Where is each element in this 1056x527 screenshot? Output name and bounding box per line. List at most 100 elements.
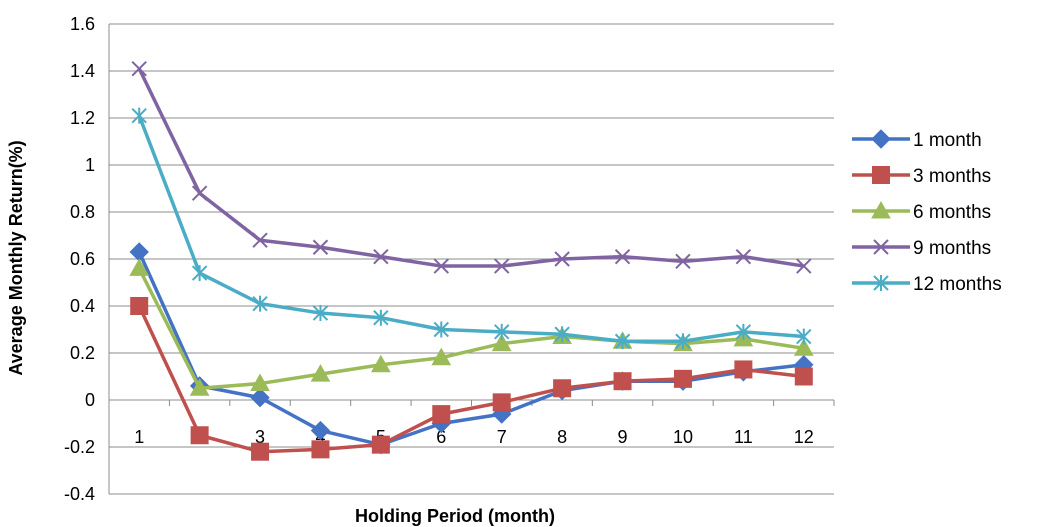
series-group [129,60,814,461]
series-3-months [130,297,813,461]
x-stroke [373,248,389,265]
data-point-square [794,367,813,386]
series-line [137,251,804,447]
legend-label: 3 months [913,166,991,187]
data-point-x [131,60,147,77]
y-tick-label: 0.2 [70,343,95,363]
x-tick-label: 1 [134,427,144,447]
y-tick-label: 0.4 [70,296,95,316]
y-tick-label: 1.6 [70,14,95,34]
data-point-triangle [491,333,512,352]
x-stroke [873,239,889,255]
data-point-square [251,442,270,461]
series-9-months [131,60,812,274]
legend-label: 9 months [913,238,991,259]
data-point-diamond [871,129,891,149]
x-stroke [735,248,752,265]
data-point-triangle [871,200,891,219]
data-point-square [190,426,209,445]
x-tick-label: 3 [255,427,265,447]
data-point-diamond [129,242,149,262]
data-point-star [252,295,268,312]
data-point-square [673,369,692,388]
series-line [137,267,805,390]
y-tick-label: 1.4 [70,61,95,81]
y-tick-label: 0 [85,390,95,410]
data-point-x [614,248,631,265]
x-stroke [796,258,812,274]
x-tick-label: 12 [794,427,814,447]
data-point-triangle [793,338,814,356]
data-point-x [554,251,570,267]
legend-item: 6 months [852,200,991,223]
data-point-square [371,435,390,454]
data-point-star [433,321,449,338]
data-point-x [494,258,510,274]
y-tick-label: -0.4 [64,484,95,504]
y-tick-label: 1.2 [70,108,95,128]
series-line [137,305,804,454]
data-point-x [312,239,329,255]
data-point-star [131,107,147,124]
x-tick-label: 7 [497,427,507,447]
y-tick-label: -0.2 [64,437,95,457]
series-line [137,67,805,268]
data-point-star [494,323,510,340]
x-tick-label: 6 [436,427,446,447]
data-point-triangle [371,354,391,373]
data-point-diamond [310,420,331,441]
x-tick-label: 8 [557,427,567,447]
x-axis-title: Holding Period (month) [355,506,555,526]
data-point-star [554,326,570,343]
data-point-square [553,379,572,398]
x-stroke [554,251,570,267]
data-point-triangle [431,347,452,366]
series-line [137,115,804,343]
legend-item: 1 month [852,129,982,151]
data-point-star [796,328,812,345]
data-point-x [735,248,752,265]
data-point-x [873,239,889,255]
data-point-triangle [129,258,150,276]
y-tick-label: 0.8 [70,202,95,222]
data-point-star [614,333,631,350]
legend-label: 1 month [913,130,982,151]
x-stroke [675,253,691,270]
data-point-diamond [250,387,270,408]
legend-item: 9 months [852,238,991,259]
data-point-square [492,393,511,412]
data-point-triangle [310,364,331,382]
data-point-x [373,248,389,265]
data-point-triangle [189,378,210,396]
x-tick-label: 11 [734,427,753,447]
data-point-square [613,372,632,391]
x-stroke [191,185,208,201]
x-stroke [614,248,631,265]
data-point-square [311,440,330,459]
x-stroke [494,258,510,274]
data-point-star [735,323,752,340]
x-stroke [433,258,449,274]
data-point-x [796,258,812,274]
x-tick-label: 9 [618,427,628,447]
series-12-months [131,107,812,350]
legend: 1 month 3 months 6 months 9 months 12 months [852,129,1002,295]
data-point-x [252,232,268,248]
data-point-x [191,185,208,201]
x-stroke [252,232,268,248]
legend-item: 12 months [852,274,1002,295]
data-point-square [734,360,753,379]
legend-label: 6 months [913,202,991,223]
x-stroke [131,60,147,77]
x-stroke [312,239,329,255]
data-point-square [130,297,149,315]
y-tick-label: 1 [85,155,95,175]
data-point-star [873,275,889,291]
legend-label: 12 months [913,274,1002,295]
series-1-month [129,242,814,455]
data-point-square [432,405,451,424]
data-point-x [675,253,691,270]
data-point-star [191,265,208,282]
